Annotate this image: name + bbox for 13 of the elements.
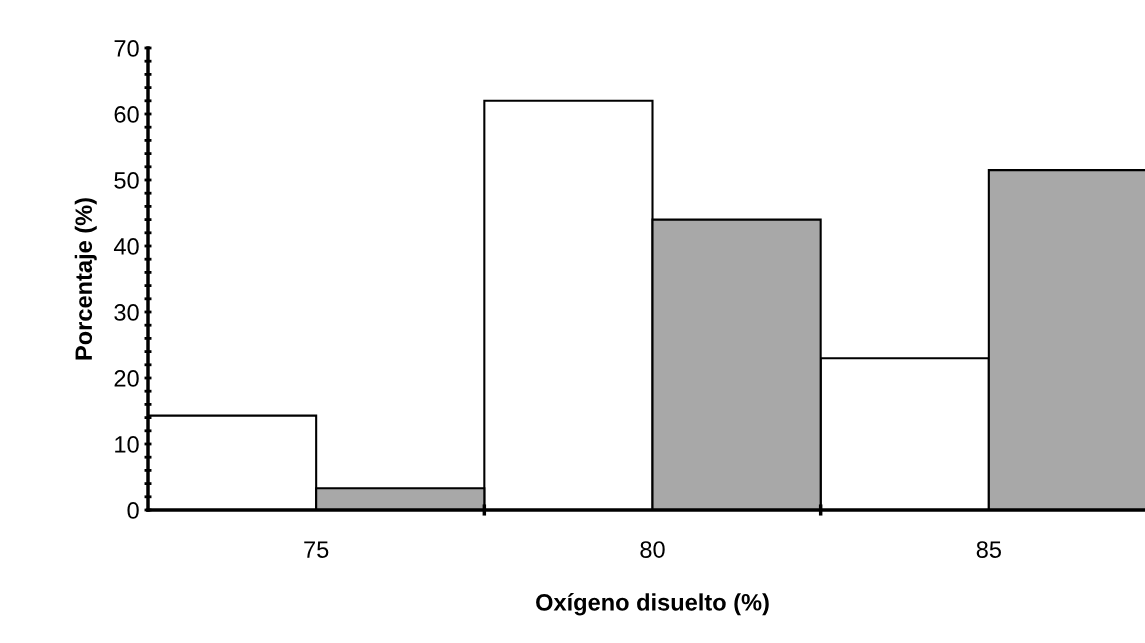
x-axis-title: Oxígeno disuelto (%) [536, 593, 769, 616]
y-tick-label: 0 [127, 502, 139, 519]
x-tick-label: 85 [976, 541, 1001, 558]
y-tick-label: 20 [114, 370, 139, 387]
x-tick-label: 80 [640, 541, 665, 558]
y-tick-label: 70 [114, 40, 139, 57]
y-tick-label: 40 [113, 238, 139, 255]
y-tick-label: 50 [114, 172, 139, 189]
y-axis-title: Porcentaje (%) [74, 198, 97, 360]
y-tick-label: 10 [115, 436, 139, 453]
y-tick-label: 30 [114, 304, 139, 321]
x-tick-label: 75 [304, 541, 329, 558]
y-tick-label: 60 [114, 106, 139, 123]
